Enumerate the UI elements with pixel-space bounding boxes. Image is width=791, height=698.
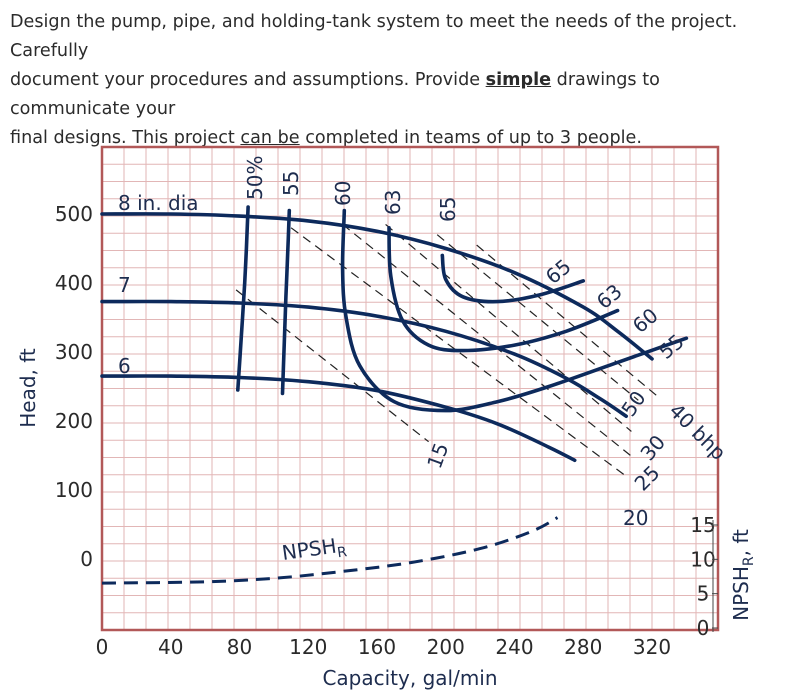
y-tick-label: 0	[80, 547, 93, 571]
instruction-text-2c: drawings to communicate your	[10, 70, 660, 119]
instruction-text-3c: completed in teams of up to 3 people.	[299, 128, 642, 148]
bhp-line	[385, 223, 632, 432]
x-tick-label: 200	[427, 635, 465, 659]
y-tick-label: 100	[55, 478, 93, 502]
bhp-label: 15	[422, 440, 453, 472]
instruction-text-2a: document your procedures and assumptions…	[10, 70, 486, 90]
y-tick-label: 200	[55, 409, 93, 433]
efficiency-label: 65	[436, 197, 460, 222]
head-curve-label: 7	[118, 273, 131, 297]
npshr-curve	[101, 516, 559, 585]
emphasis-simple: simple	[485, 70, 552, 90]
head-curve-label: 8 in. dia	[118, 191, 199, 215]
y-tick-label: 500	[55, 202, 93, 226]
x-tick-label: 160	[358, 635, 396, 659]
efficiency-curve	[236, 205, 250, 392]
x-tick-label: 80	[227, 635, 252, 659]
efficiency-label: 50%	[243, 156, 267, 200]
y-tick-label: 400	[55, 271, 93, 295]
efficiency-label: 60	[331, 181, 355, 206]
x-tick-label: 120	[289, 635, 327, 659]
head-curve	[100, 374, 577, 463]
bhp-label: 50	[616, 386, 650, 421]
y-axis-title: Head, ft	[16, 348, 40, 428]
npshr-label: NPSHR	[280, 532, 348, 569]
y2-axis-title-unit: , ft	[729, 529, 753, 556]
chart-grid	[101, 146, 719, 631]
instruction-line-1: Design the pump, pipe, and holding-tank …	[10, 8, 785, 66]
x-axis-title: Capacity, gal/min	[322, 666, 497, 690]
npshr-label-main: NPSH	[280, 534, 338, 565]
instruction-line-3: final designs. This project can be compl…	[10, 124, 785, 153]
instruction-text-3a: final designs. This project	[10, 128, 241, 148]
efficiency-curve	[280, 208, 292, 396]
instruction-line-2: document your procedures and assumptions…	[10, 66, 785, 124]
y2-axis-title-main: NPSH	[729, 566, 753, 621]
chart-curves	[100, 205, 689, 585]
efficiency-end-label: 63	[592, 279, 627, 314]
head-curve	[100, 212, 654, 361]
head-curve-label: 6	[118, 354, 131, 378]
y2-tick-label: 0	[697, 616, 710, 640]
y-tick-label: 300	[55, 340, 93, 364]
x-tick-label: 240	[495, 635, 533, 659]
efficiency-curve	[340, 208, 689, 413]
x-tick-label: 0	[96, 635, 109, 659]
x-tick-label: 320	[633, 635, 671, 659]
efficiency-curve	[387, 226, 620, 353]
project-instructions: Design the pump, pipe, and holding-tank …	[10, 8, 785, 153]
bhp-line	[235, 289, 429, 443]
bhp-line	[436, 234, 639, 401]
head-curve	[100, 299, 628, 418]
npshr-label-sub: R	[336, 544, 348, 561]
efficiency-label: 55	[279, 171, 303, 196]
efficiency-end-label: 60	[628, 303, 663, 338]
bhp-line	[476, 244, 661, 400]
y2-tick-label: 5	[697, 582, 710, 606]
y2-axis-title-sub: R	[741, 556, 757, 566]
efficiency-end-label: 55	[654, 329, 689, 364]
efficiency-label: 63	[381, 190, 405, 215]
bhp-line	[290, 227, 627, 477]
chart-frame	[100, 145, 720, 632]
bhp-label: 30	[635, 430, 670, 465]
y2-tick-label: 15	[690, 513, 715, 537]
y2-tick-label: 10	[690, 547, 715, 571]
x-tick-label: 40	[158, 635, 183, 659]
chart-axes: 0 40 80 120 160 200 240 280 32050040030020010001…	[55, 202, 718, 659]
x-tick-label: 280	[564, 635, 602, 659]
y2-axis-title: NPSHR, ft	[729, 529, 757, 621]
instruction-text-1: Design the pump, pipe, and holding-tank …	[10, 12, 738, 61]
bhp-line	[342, 223, 636, 460]
bhp-label: 25	[630, 461, 665, 496]
efficiency-curve	[440, 253, 586, 304]
emphasis-can-be: can be	[240, 128, 300, 148]
bhp-label: 20	[623, 506, 648, 530]
